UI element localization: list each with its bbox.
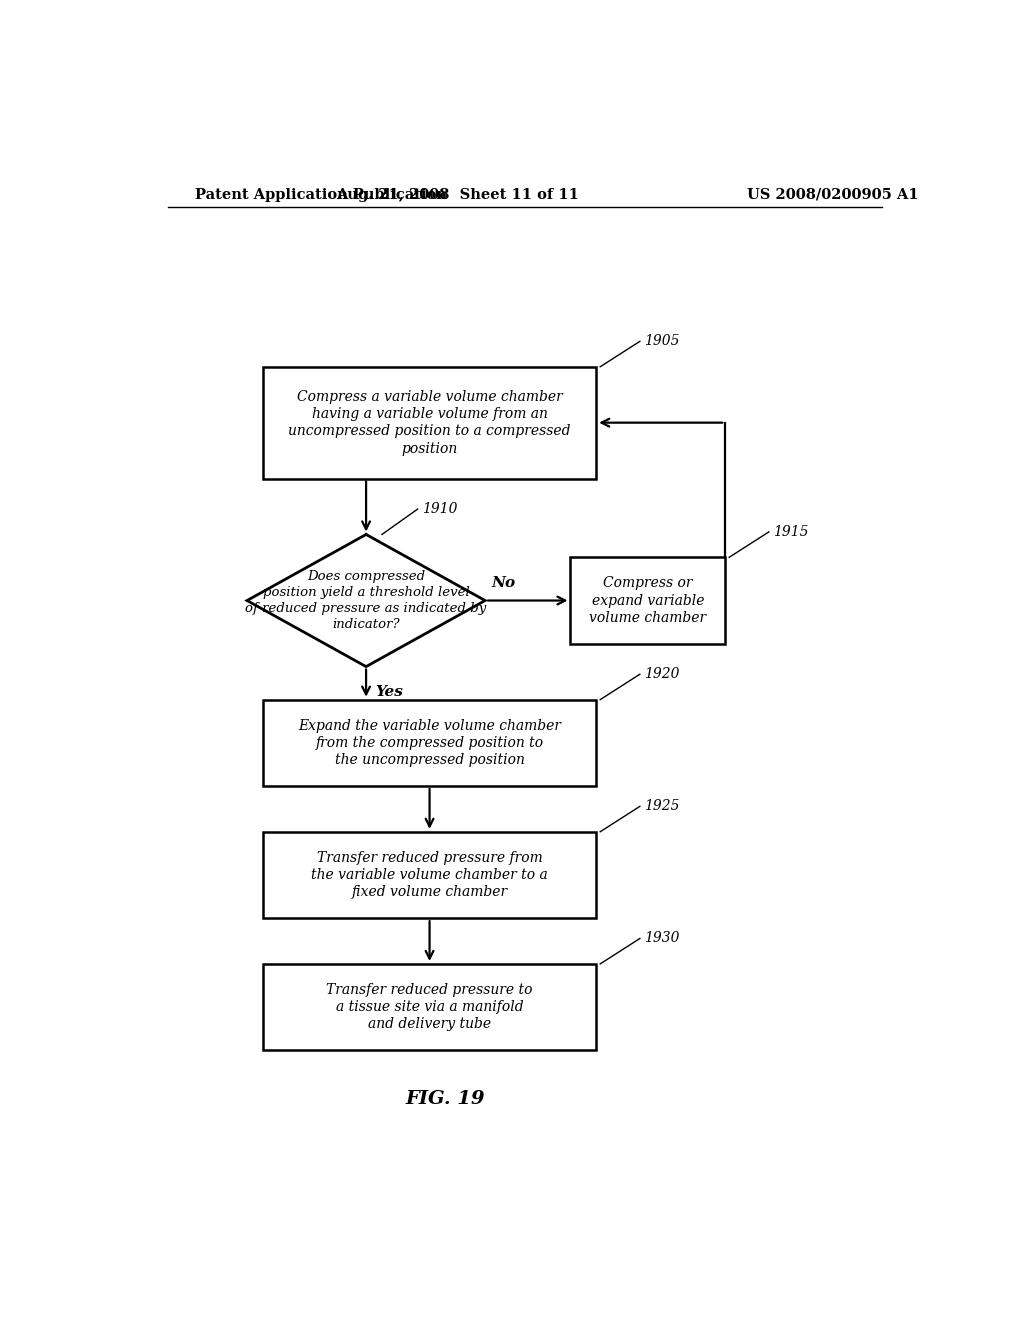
Text: Transfer reduced pressure to
a tissue site via a manifold
and delivery tube: Transfer reduced pressure to a tissue si… xyxy=(327,983,532,1031)
Text: Aug. 21, 2008  Sheet 11 of 11: Aug. 21, 2008 Sheet 11 of 11 xyxy=(336,187,579,202)
Text: 1920: 1920 xyxy=(644,667,679,681)
Text: 1915: 1915 xyxy=(773,525,808,539)
FancyBboxPatch shape xyxy=(263,832,596,919)
Text: Yes: Yes xyxy=(376,685,403,698)
Text: US 2008/0200905 A1: US 2008/0200905 A1 xyxy=(748,187,919,202)
FancyBboxPatch shape xyxy=(263,964,596,1051)
Text: Compress or
expand variable
volume chamber: Compress or expand variable volume chamb… xyxy=(589,577,707,624)
FancyBboxPatch shape xyxy=(263,367,596,479)
FancyBboxPatch shape xyxy=(263,700,596,785)
Polygon shape xyxy=(247,535,485,667)
Text: 1925: 1925 xyxy=(644,800,679,813)
Text: FIG. 19: FIG. 19 xyxy=(406,1089,485,1107)
FancyBboxPatch shape xyxy=(570,557,725,644)
Text: Transfer reduced pressure from
the variable volume chamber to a
fixed volume cha: Transfer reduced pressure from the varia… xyxy=(311,850,548,899)
Text: 1905: 1905 xyxy=(644,334,679,348)
Text: Does compressed
position yield a threshold level
of reduced pressure as indicate: Does compressed position yield a thresho… xyxy=(246,570,486,631)
Text: 1910: 1910 xyxy=(422,502,457,516)
Text: Patent Application Publication: Patent Application Publication xyxy=(196,187,447,202)
Text: 1930: 1930 xyxy=(644,932,679,945)
Text: Expand the variable volume chamber
from the compressed position to
the uncompres: Expand the variable volume chamber from … xyxy=(298,718,561,767)
Text: Compress a variable volume chamber
having a variable volume from an
uncompressed: Compress a variable volume chamber havin… xyxy=(289,389,570,455)
Text: No: No xyxy=(492,577,516,590)
